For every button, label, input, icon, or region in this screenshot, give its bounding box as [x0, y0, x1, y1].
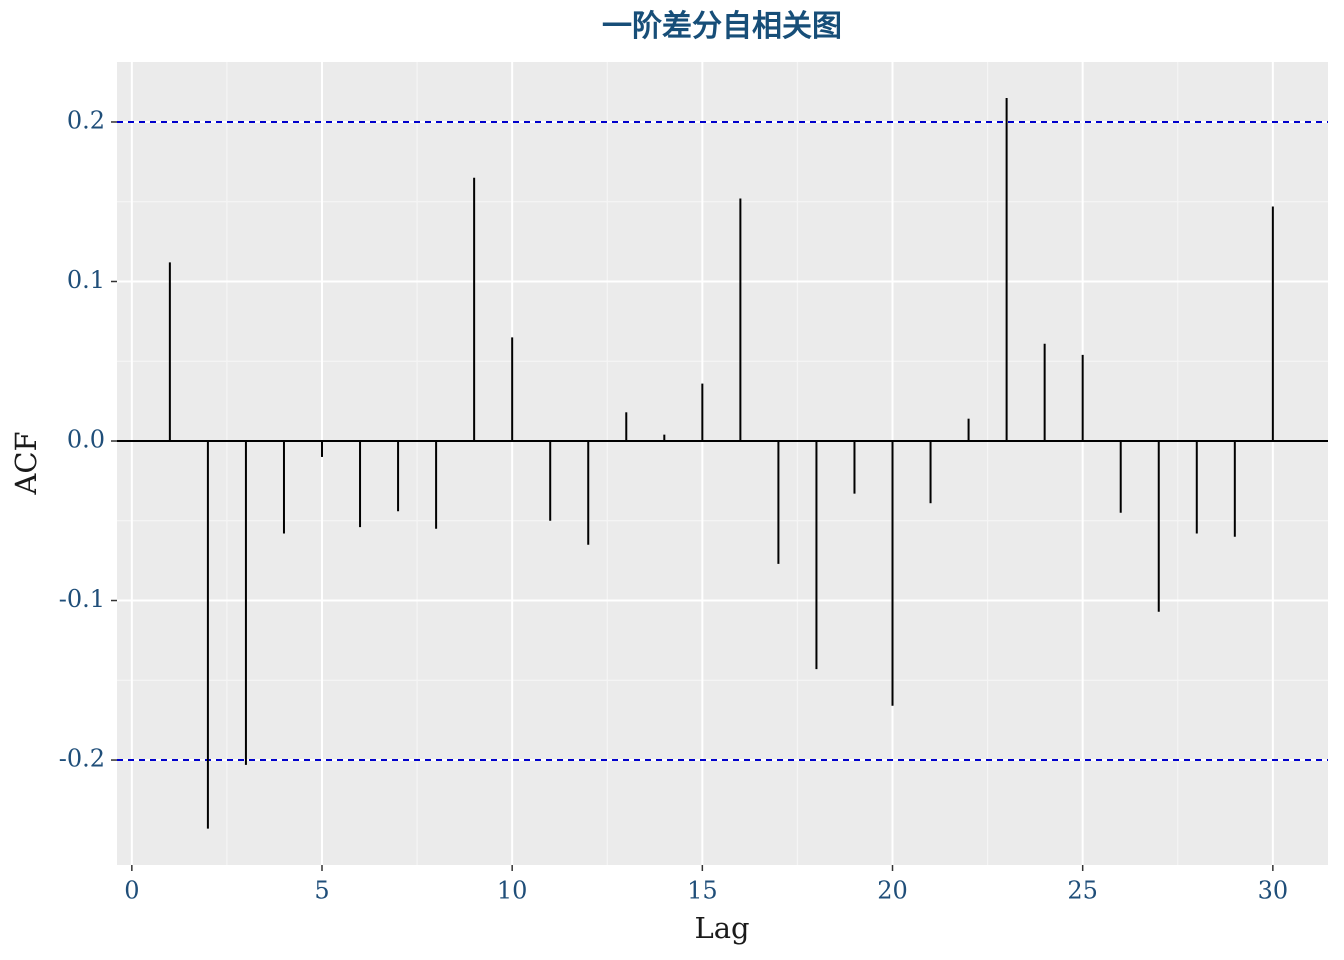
y-tick-label: -0.2: [59, 745, 105, 773]
y-axis-label: ACF: [9, 431, 43, 495]
x-tick-label: 0: [124, 877, 139, 905]
x-tick-label: 15: [687, 877, 718, 905]
x-tick-label: 25: [1067, 877, 1098, 905]
chart-title: 一阶差分自相关图: [602, 9, 842, 44]
y-tick-label: 0.2: [67, 106, 105, 134]
panel: [117, 62, 1328, 865]
x-tick-label: 5: [314, 877, 329, 905]
y-tick-label: -0.1: [59, 585, 105, 613]
y-tick-label: 0.0: [67, 426, 105, 454]
x-tick-label: 30: [1258, 877, 1289, 905]
x-tick-label: 20: [877, 877, 908, 905]
y-tick-label: 0.1: [67, 266, 105, 294]
x-tick-label: 10: [497, 877, 528, 905]
x-axis-label: Lag: [694, 911, 749, 945]
